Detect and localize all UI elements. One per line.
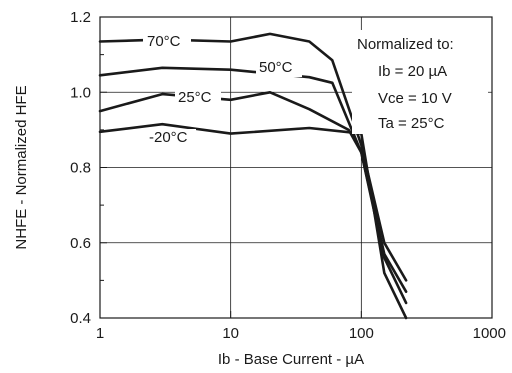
series-label-bg	[256, 59, 302, 77]
y-tick-label: 0.6	[70, 235, 91, 252]
series-label-0: 70°C	[147, 33, 181, 50]
x-tick-label: 100	[349, 325, 374, 342]
series-labels: 70°C 50°C 25°C -20°C	[143, 33, 302, 147]
tick-labels: 0.4 0.6 0.8 1.0 1.2 1 10 100 1000	[70, 9, 506, 342]
y-tick-label: 0.8	[70, 160, 91, 177]
series-line-3	[98, 122, 408, 320]
note-line: Normalized to:	[357, 36, 454, 53]
note-line: Ib = 20 µA	[378, 63, 447, 80]
y-tick-label: 1.2	[70, 9, 91, 26]
note-bg	[352, 30, 488, 134]
y-axis-label: NHFE - Normalized HFE	[13, 85, 30, 249]
series-label-2: 25°C	[178, 89, 212, 106]
normalization-note: Normalized to: Ib = 20 µA Vce = 10 V Ta = 2…	[352, 30, 488, 134]
series-label-bg	[143, 33, 191, 51]
series-label-1: 50°C	[259, 59, 293, 76]
note-line: Ta = 25°C	[378, 115, 445, 132]
x-axis-label: Ib - Base Current - µA	[218, 351, 364, 368]
series-label-bg	[175, 89, 221, 107]
plot-frame	[99, 16, 493, 319]
x-tick-label: 1	[96, 325, 104, 342]
y-tick-label: 0.4	[70, 310, 91, 327]
x-tick-label: 10	[222, 325, 239, 342]
y-tick-label: 1.0	[70, 84, 91, 101]
series-label-bg	[146, 129, 196, 147]
series-label-3: -20°C	[149, 129, 188, 146]
note-line: Vce = 10 V	[378, 90, 452, 107]
x-tick-label: 1000	[473, 325, 506, 342]
